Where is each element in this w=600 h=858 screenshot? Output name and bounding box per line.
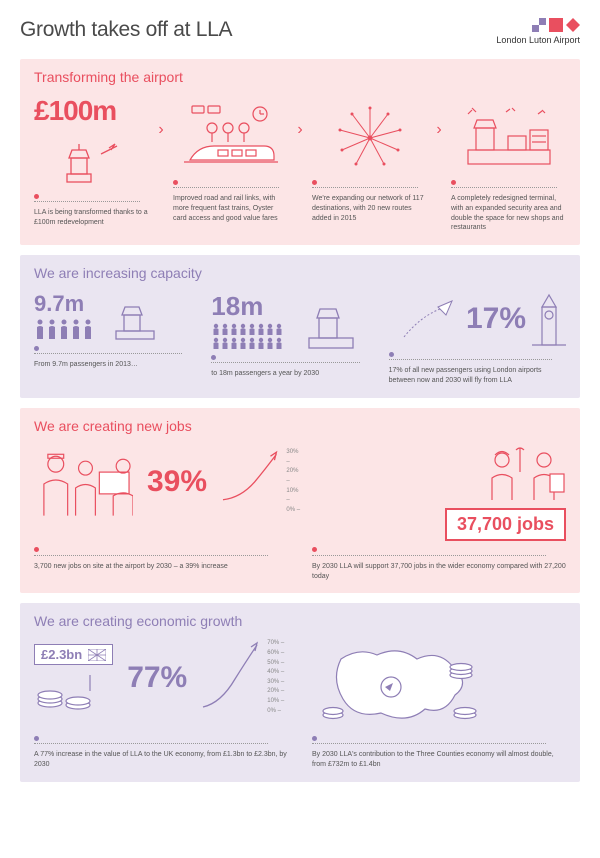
- stat: 9.7m: [34, 291, 104, 317]
- chevron-icon: ›: [155, 121, 167, 139]
- axis-labels: 30% –20% –10% –0% –: [286, 448, 303, 515]
- s1-item-terminal: A completely redesigned terminal, with a…: [451, 95, 566, 233]
- plane-path-icon: [400, 297, 460, 341]
- chevron-icon: ›: [433, 121, 445, 139]
- caption: LLA is being transformed thanks to a £10…: [34, 195, 149, 228]
- tower-icon: [57, 136, 127, 184]
- tower-icon: [112, 293, 158, 341]
- page-header: Growth takes off at LLA London Luton Air…: [20, 18, 580, 45]
- caption: 17% of all new passengers using London a…: [389, 353, 566, 386]
- stat: 17%: [466, 302, 526, 336]
- caption: 3,700 new jobs on site at the airport by…: [34, 549, 288, 582]
- chevron-icon: ›: [294, 121, 306, 139]
- logo-mark-2: [549, 18, 563, 32]
- jobs-box: 37,700 jobs: [445, 508, 566, 541]
- coins-icon: [34, 671, 106, 711]
- burst-icon: [330, 100, 410, 170]
- caption: By 2030 LLA's contribution to the Three …: [312, 737, 566, 770]
- section-economy: We are creating economic growth £2.3bn 7…: [20, 603, 580, 782]
- s2-item-share: 17% 17% of all new passengers using Lond…: [389, 291, 566, 386]
- brand-logo: London Luton Airport: [496, 18, 580, 45]
- s1-item-transport: Improved road and rail links, with more …: [173, 95, 288, 223]
- bigben-icon: [532, 291, 566, 347]
- crew-icon: [34, 444, 133, 520]
- section-title: We are creating new jobs: [34, 418, 566, 434]
- caption: A completely redesigned terminal, with a…: [451, 181, 566, 233]
- s2-item-2030: 18m to 18m passengers a year by 2030: [211, 291, 372, 386]
- headline-stat: £100m: [34, 95, 149, 127]
- logo-mark-1: [532, 18, 546, 32]
- s2-item-2013: 9.7m From 9.7m passengers in 2013…: [34, 291, 195, 386]
- stat: 77%: [127, 661, 187, 695]
- stat: 18m: [211, 291, 297, 322]
- people-large-icon: [211, 322, 297, 350]
- section-title: Transforming the airport: [34, 69, 566, 85]
- caption: to 18m passengers a year by 2030: [211, 356, 372, 379]
- train-icon: [184, 100, 278, 170]
- region-map-icon: [321, 639, 491, 729]
- growth-chart: 70% –60% –50% –40% –30% –20% –10% –0% –: [201, 639, 284, 716]
- logo-mark-3: [566, 18, 580, 32]
- page-title: Growth takes off at LLA: [20, 18, 232, 42]
- people-small-icon: [34, 317, 104, 341]
- section-title: We are increasing capacity: [34, 265, 566, 281]
- section-jobs: We are creating new jobs 39% 30% –20% –1…: [20, 408, 580, 594]
- caption: A 77% increase in the value of LLA to th…: [34, 737, 288, 770]
- section-title: We are creating economic growth: [34, 613, 566, 629]
- s1-item-network: We're expanding our network of 117 desti…: [312, 95, 427, 223]
- brand-name: London Luton Airport: [496, 35, 580, 45]
- caption: We're expanding our network of 117 desti…: [312, 181, 427, 223]
- caption: From 9.7m passengers in 2013…: [34, 347, 195, 370]
- section-capacity: We are increasing capacity 9.7m From 9.7…: [20, 255, 580, 398]
- axis-labels: 70% –60% –50% –40% –30% –20% –10% –0% –: [267, 639, 284, 716]
- value-flag: £2.3bn: [34, 644, 113, 665]
- growth-chart: 30% –20% –10% –0% –: [221, 448, 303, 515]
- caption: By 2030 LLA will support 37,700 jobs in …: [312, 549, 566, 582]
- caption: Improved road and rail links, with more …: [173, 181, 288, 223]
- tower-icon: [305, 294, 357, 350]
- uk-flag-icon: [88, 649, 106, 661]
- workers-icon: [480, 444, 566, 504]
- stat: 39%: [147, 465, 207, 499]
- s1-item-redevelopment: £100m LLA is being transformed thanks to…: [34, 95, 149, 228]
- section-transforming: Transforming the airport £100m LLA is be…: [20, 59, 580, 245]
- terminal-icon: [462, 100, 556, 170]
